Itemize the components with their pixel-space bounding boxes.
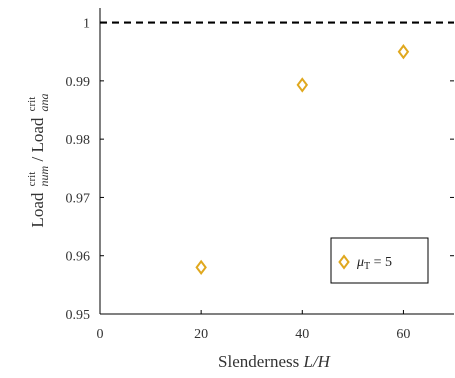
y-tick-label: 0.95 [66,308,91,323]
x-title-prefix: Slenderness [218,352,303,371]
x-tick-label: 20 [194,327,208,342]
data-point [397,44,410,60]
data-point [195,259,207,276]
y-title-sup-ana: crit [26,97,38,112]
x-tick-label: 40 [295,327,309,342]
y-title-load-num: Load [28,192,47,227]
y-title-sub-num: num [37,165,51,186]
y-title-sup-num: crit [26,172,38,187]
legend-symbol: μ [356,255,364,270]
y-title-load-ana: Load [28,117,47,152]
legend: μT = 5 [330,237,429,284]
x-title-italic: L/H [303,352,332,371]
legend-marker [338,254,350,270]
y-tick-label: 0.96 [66,250,91,265]
x-axis-title: Slenderness L/H [218,352,332,371]
x-tick-label: 0 [97,327,104,342]
y-tick-label: 0.98 [66,133,91,148]
y-axis-title: Load crit num / Load crit ana [20,92,52,227]
y-tick-label: 1 [83,17,90,32]
axes [99,8,454,315]
y-title-sub-ana: ana [37,93,51,111]
y-tick-label: 0.99 [66,75,91,90]
legend-subscript: T [364,261,370,272]
legend-value: = 5 [370,255,392,270]
data-point [296,77,309,93]
ticks: 0 20 40 60 0.95 0.96 0.97 0.98 0.99 1 [66,17,454,342]
y-tick-label: 0.97 [66,191,91,206]
y-title-slash: / [28,153,47,162]
legend-label: μT = 5 [356,255,392,272]
data-points [195,44,410,276]
x-tick-label: 60 [396,327,410,342]
